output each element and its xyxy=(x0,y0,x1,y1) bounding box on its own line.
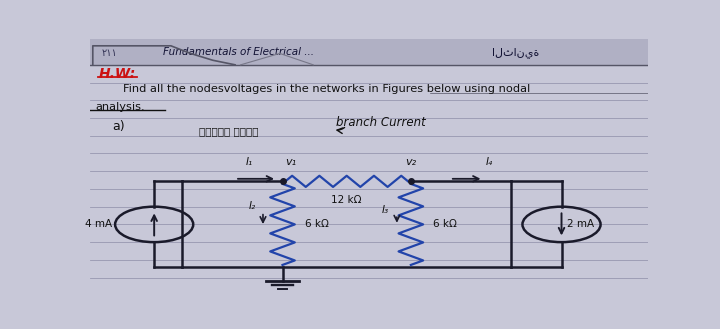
Text: I₁: I₁ xyxy=(246,157,253,167)
Text: v₁: v₁ xyxy=(285,157,297,167)
Text: Fundamentals of Electrical ...: Fundamentals of Electrical ... xyxy=(163,47,313,57)
Text: I₄: I₄ xyxy=(485,157,492,167)
Bar xyxy=(90,39,648,65)
Text: 6 kΩ: 6 kΩ xyxy=(305,219,329,229)
Text: جريان فروع: جريان فروع xyxy=(199,126,258,136)
Text: I₂: I₂ xyxy=(248,201,256,211)
Text: ٢۱۱: ٢۱۱ xyxy=(101,48,117,58)
Text: a): a) xyxy=(112,120,125,133)
Text: الثانية: الثانية xyxy=(492,47,539,58)
Text: Find all the nodes​voltages in the networks in Figures below using nodal: Find all the nodes​voltages in the netwo… xyxy=(124,84,531,94)
Text: I₃: I₃ xyxy=(382,205,390,215)
Text: branch Current: branch Current xyxy=(336,116,426,129)
Text: analysis.: analysis. xyxy=(96,102,145,112)
Text: 4 mA: 4 mA xyxy=(85,219,112,229)
Text: 2 mA: 2 mA xyxy=(567,219,594,229)
Text: 6 kΩ: 6 kΩ xyxy=(433,219,457,229)
Text: H.W:: H.W: xyxy=(99,67,135,81)
Text: v₂: v₂ xyxy=(405,157,416,167)
Text: 12 kΩ: 12 kΩ xyxy=(331,195,362,205)
